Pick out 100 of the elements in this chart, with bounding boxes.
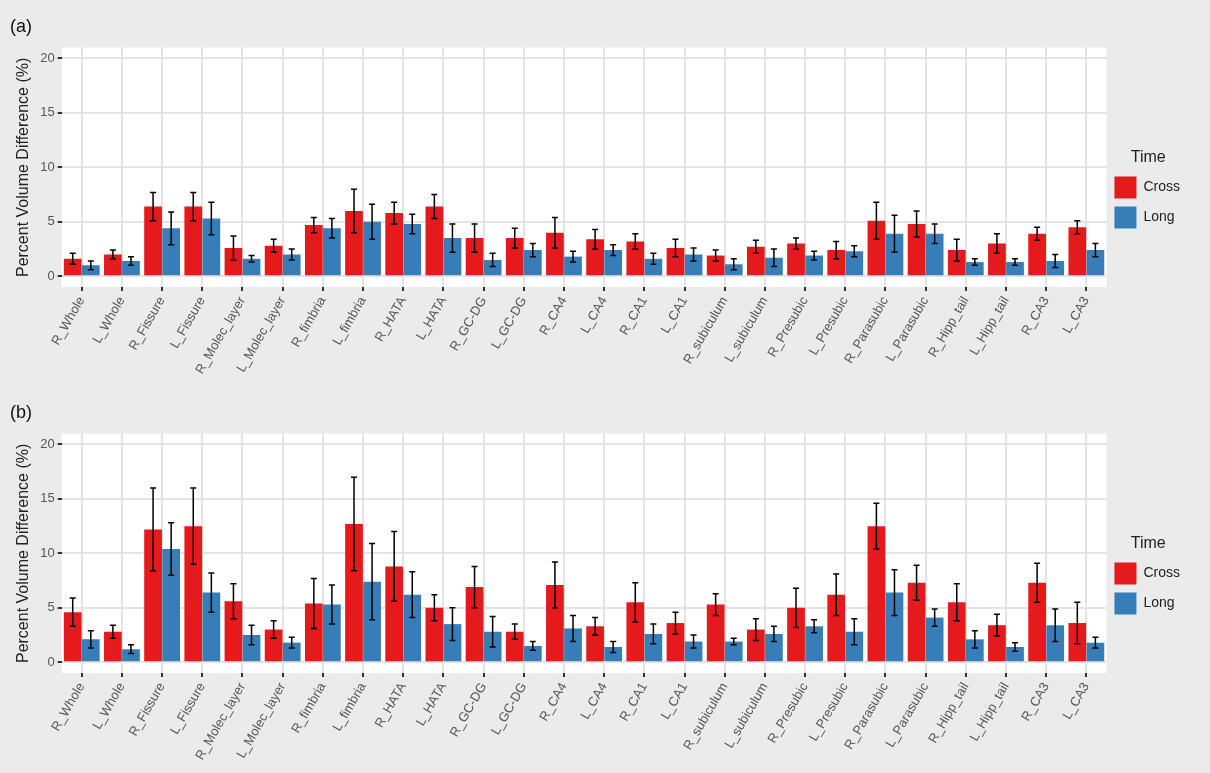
bar — [162, 228, 181, 276]
y-tick-label: 20 — [40, 50, 55, 66]
bar — [104, 631, 122, 662]
bar — [122, 260, 140, 276]
bar — [425, 206, 444, 276]
bar — [363, 221, 381, 276]
bar — [805, 255, 823, 276]
bar — [505, 238, 524, 276]
bar — [523, 645, 542, 662]
bar — [724, 641, 743, 662]
legend-title: Time — [1130, 533, 1166, 551]
bar — [304, 603, 323, 662]
bar — [965, 639, 984, 662]
bar — [425, 607, 444, 662]
chart-title: (a) — [10, 15, 32, 36]
y-axis-title: Percent Volume Difference (%) — [14, 443, 32, 664]
bar — [827, 594, 846, 662]
bar — [827, 250, 846, 276]
bar — [845, 631, 864, 662]
bar — [626, 602, 645, 662]
bar — [644, 633, 663, 662]
bar — [604, 646, 623, 662]
bar — [644, 258, 663, 276]
bar — [706, 255, 725, 276]
bar — [403, 594, 422, 662]
bar — [626, 241, 645, 276]
bar — [264, 245, 283, 276]
bar — [363, 581, 381, 662]
legend-label: Cross — [1143, 178, 1180, 195]
bar — [1028, 233, 1046, 276]
bar — [202, 218, 221, 276]
bar — [787, 607, 805, 662]
bar — [907, 223, 926, 276]
bar — [724, 264, 743, 276]
legend-title: Time — [1130, 147, 1166, 165]
bar — [144, 206, 162, 276]
y-tick-label: 0 — [47, 653, 55, 669]
bar — [1028, 582, 1046, 662]
bar — [242, 635, 261, 662]
bar — [1006, 646, 1024, 662]
bar — [666, 623, 685, 662]
bar — [304, 225, 323, 276]
bar — [867, 526, 886, 662]
bar — [666, 247, 685, 276]
bar — [162, 549, 181, 662]
bar — [564, 628, 582, 662]
bar — [385, 213, 404, 276]
bar — [765, 257, 783, 276]
bar — [988, 625, 1006, 662]
legend-label: Cross — [1143, 564, 1180, 581]
bar — [264, 629, 283, 662]
bar — [947, 250, 966, 276]
bar — [787, 243, 805, 276]
bar — [465, 587, 484, 662]
bar — [564, 256, 582, 276]
bar — [184, 526, 203, 662]
bar — [546, 232, 564, 276]
bar — [965, 262, 984, 276]
bar — [144, 529, 162, 662]
bar — [122, 649, 140, 662]
bar — [805, 626, 823, 662]
bar — [323, 604, 341, 662]
bar — [867, 220, 886, 276]
bar — [282, 642, 301, 662]
bar — [586, 626, 604, 662]
y-tick-label: 5 — [47, 599, 55, 615]
y-tick-label: 10 — [40, 158, 55, 174]
bar — [282, 254, 301, 276]
y-tick-label: 5 — [47, 213, 55, 229]
bar — [586, 239, 604, 276]
y-tick-label: 10 — [40, 544, 55, 560]
y-tick-label: 15 — [40, 104, 55, 120]
bar — [885, 233, 904, 276]
bar — [63, 258, 82, 276]
bar — [925, 617, 944, 662]
bar — [323, 228, 341, 276]
bar — [345, 210, 363, 276]
y-tick-label: 20 — [40, 436, 55, 452]
bar — [1086, 250, 1105, 276]
legend-label: Long — [1143, 208, 1175, 225]
bar — [385, 566, 404, 662]
legend-label: Long — [1143, 594, 1175, 611]
bar — [403, 223, 422, 276]
bar — [104, 254, 122, 276]
bar — [845, 251, 864, 276]
bar — [345, 523, 363, 662]
bar — [443, 238, 462, 276]
bar — [63, 612, 82, 662]
bar — [224, 601, 243, 662]
bar — [224, 247, 243, 276]
bar — [1006, 262, 1024, 276]
bar — [1046, 260, 1065, 276]
bar — [765, 633, 783, 662]
bar — [81, 265, 100, 276]
bar — [604, 250, 623, 276]
bar — [523, 250, 542, 276]
bar — [746, 629, 765, 662]
y-axis-title: Percent Volume Difference (%) — [14, 57, 32, 278]
bar — [1068, 623, 1087, 662]
bar — [184, 206, 203, 276]
